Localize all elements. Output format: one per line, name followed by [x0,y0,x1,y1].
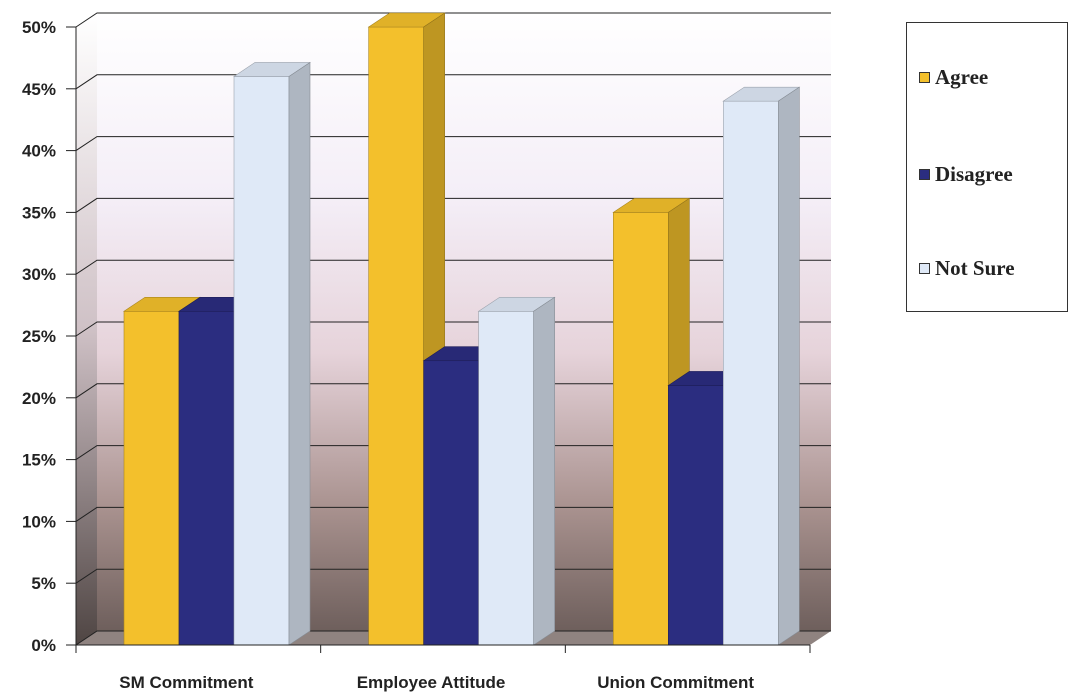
bar-agree-2 [613,212,669,646]
legend-swatch-not-sure [919,263,930,274]
bar-side-not-sure-1 [533,296,555,646]
legend: Agree Disagree Not Sure [906,22,1068,312]
y-tick-label: 30% [22,265,56,284]
gridline [75,568,831,584]
bar-not-sure-1 [478,310,534,646]
y-tick-label: 35% [22,203,56,222]
legend-swatch-agree [919,72,930,83]
bar-disagree-0 [178,310,235,646]
y-axis: 0% 5% 10% 15% 20% 25% 30% 35% 40% 45% 50% [22,18,77,655]
legend-item-agree: Agree [919,65,988,90]
gridline [75,630,831,646]
y-tick-label: 10% [22,512,56,531]
gridlines [75,12,831,646]
bars-group [123,12,801,646]
gridline [75,197,831,213]
bar-not-sure-2 [723,100,779,646]
gridline [75,259,831,275]
y-tick-label: 20% [22,389,56,408]
bar-disagree-2 [668,385,724,646]
y-tick-label: 25% [22,327,56,346]
y-tick-label: 5% [31,574,56,593]
bar-side-not-sure-0 [288,61,311,646]
gridline [75,12,831,28]
bar-disagree-1 [423,360,479,646]
x-axis: SM Commitment Employee Attitude Union Comm… [75,644,811,692]
x-tick-label: SM Commitment [119,673,253,692]
legend-label-disagree: Disagree [935,162,1013,186]
legend-item-disagree: Disagree [919,162,1013,187]
bar-not-sure-0 [233,76,290,646]
y-tick-label: 0% [31,636,56,655]
y-tick-label: 40% [22,142,56,161]
legend-label-not-sure: Not Sure [935,256,1015,280]
gridline [75,321,831,337]
x-tick-label: Union Commitment [597,673,754,692]
bar-agree-1 [368,26,424,646]
legend-swatch-disagree [919,169,930,180]
gridline [75,383,831,399]
legend-item-not-sure: Not Sure [919,256,1015,281]
gridline [75,74,831,90]
legend-label-agree: Agree [935,65,989,89]
bar-agree-0 [123,310,180,646]
gridline [75,445,831,461]
bar-side-not-sure-2 [778,86,800,646]
gridline [75,506,831,522]
y-tick-label: 50% [22,18,56,37]
y-tick-label: 15% [22,451,56,470]
gridline [75,136,831,152]
y-tick-label: 45% [22,80,56,99]
x-tick-label: Employee Attitude [357,673,506,692]
